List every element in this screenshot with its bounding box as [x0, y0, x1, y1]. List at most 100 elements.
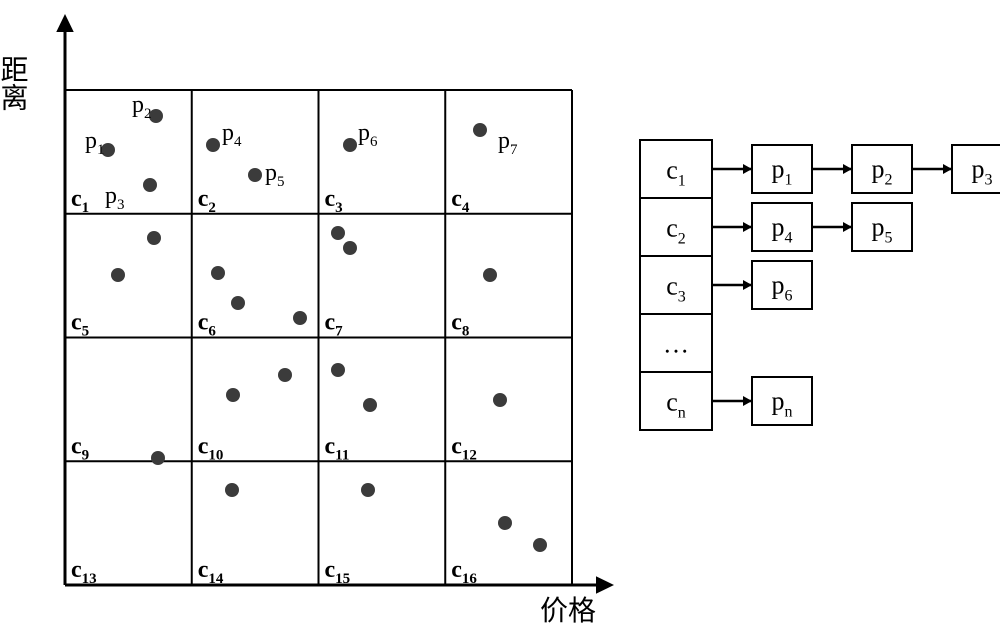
svg-shape: 2	[144, 106, 152, 122]
cell-label: c2	[198, 186, 216, 216]
svg-shape: c	[451, 310, 462, 336]
svg-shape: 4	[785, 229, 793, 246]
data-point	[248, 168, 262, 182]
list-key-label: cn	[666, 387, 686, 421]
diagram-root: 距离价格c1c2c3c4c5c6c7c8c9c10c11c12c13c14c15…	[0, 0, 1000, 638]
data-point	[231, 296, 245, 310]
data-point	[363, 398, 377, 412]
list-arrow-head	[943, 164, 952, 174]
svg-shape: 2	[678, 230, 686, 247]
svg-shape: 1	[97, 142, 105, 158]
data-point	[493, 393, 507, 407]
svg-shape: p	[772, 154, 785, 183]
data-point	[211, 266, 225, 280]
svg-shape: 1	[82, 200, 90, 216]
svg-shape: 5	[885, 229, 893, 246]
data-point	[225, 483, 239, 497]
svg-shape: 7	[510, 142, 518, 158]
svg-shape: c	[71, 557, 82, 583]
point-label: p6	[358, 120, 378, 150]
list-key-label: c3	[666, 271, 686, 305]
cell-label: c11	[325, 433, 350, 463]
svg-shape: 3	[678, 288, 686, 305]
point-label: p3	[105, 183, 125, 213]
data-point	[278, 368, 292, 382]
data-point	[143, 178, 157, 192]
svg-shape: p	[772, 270, 785, 299]
list-ellipsis: …	[663, 329, 689, 358]
list-node-label: pn	[772, 386, 793, 420]
svg-shape: p	[358, 120, 370, 146]
list-node-label: p4	[772, 212, 793, 246]
svg-shape: n	[678, 404, 686, 421]
svg-shape: 5	[82, 324, 90, 340]
svg-shape: p	[222, 120, 234, 146]
data-point	[111, 268, 125, 282]
svg-shape: c	[198, 186, 209, 212]
svg-shape: p	[105, 183, 117, 209]
svg-shape: 6	[370, 134, 378, 150]
cell-label: c15	[325, 557, 351, 587]
x-axis-label: 价格	[540, 595, 596, 627]
y-axis-arrow	[56, 14, 74, 32]
svg-shape: p	[872, 212, 885, 241]
cell-label: c9	[71, 433, 89, 463]
svg-shape: 10	[208, 447, 223, 463]
svg-shape: 1	[678, 172, 686, 189]
svg-shape: 14	[208, 571, 224, 587]
cell-label: c4	[451, 186, 470, 216]
svg-shape: 11	[335, 447, 349, 463]
y-axis-label: 距离	[0, 55, 29, 111]
svg-shape: 1	[785, 171, 793, 188]
cell-label: c12	[451, 433, 477, 463]
svg-shape: c	[451, 186, 462, 212]
list-node-label: p6	[772, 270, 793, 304]
data-point	[206, 138, 220, 152]
svg-shape: p	[85, 128, 97, 154]
svg-shape: c	[666, 155, 678, 184]
point-label: p5	[265, 160, 285, 190]
svg-shape: c	[325, 433, 336, 459]
svg-shape: 3	[985, 171, 993, 188]
svg-shape: 12	[462, 447, 477, 463]
svg-shape: c	[198, 310, 209, 336]
svg-shape: 5	[277, 174, 285, 190]
svg-shape: 4	[234, 134, 242, 150]
svg-shape: c	[325, 186, 336, 212]
data-point	[533, 538, 547, 552]
cell-label: c8	[451, 310, 469, 340]
svg-shape: c	[198, 557, 209, 583]
svg-shape: 7	[335, 324, 343, 340]
list-node-label: p5	[872, 212, 893, 246]
point-label: p1	[85, 128, 105, 158]
svg-shape: 15	[335, 571, 350, 587]
data-point	[343, 241, 357, 255]
data-point	[331, 363, 345, 377]
list-node-label: p3	[972, 154, 993, 188]
svg-shape: c	[451, 557, 462, 583]
data-point	[226, 388, 240, 402]
cell-label: c14	[198, 557, 224, 587]
data-point	[361, 483, 375, 497]
cell-label: c6	[198, 310, 217, 340]
list-key-label: c2	[666, 213, 686, 247]
svg-shape: c	[325, 310, 336, 336]
list-arrow-head	[743, 280, 752, 290]
svg-shape: p	[132, 92, 144, 118]
svg-shape: c	[451, 433, 462, 459]
x-axis-arrow	[596, 576, 614, 594]
list-key-label: c1	[666, 155, 686, 189]
svg-shape: p	[772, 386, 785, 415]
svg-shape: c	[71, 310, 82, 336]
svg-shape: 3	[117, 197, 125, 213]
point-label: p4	[222, 120, 242, 150]
cell-label: c16	[451, 557, 477, 587]
data-point	[498, 516, 512, 530]
data-point	[483, 268, 497, 282]
svg-shape: 9	[82, 447, 90, 463]
svg-shape: p	[772, 212, 785, 241]
data-point	[151, 451, 165, 465]
svg-shape: n	[785, 403, 793, 420]
diagram-svg: 距离价格c1c2c3c4c5c6c7c8c9c10c11c12c13c14c15…	[0, 0, 1000, 638]
svg-shape: 6	[208, 324, 216, 340]
